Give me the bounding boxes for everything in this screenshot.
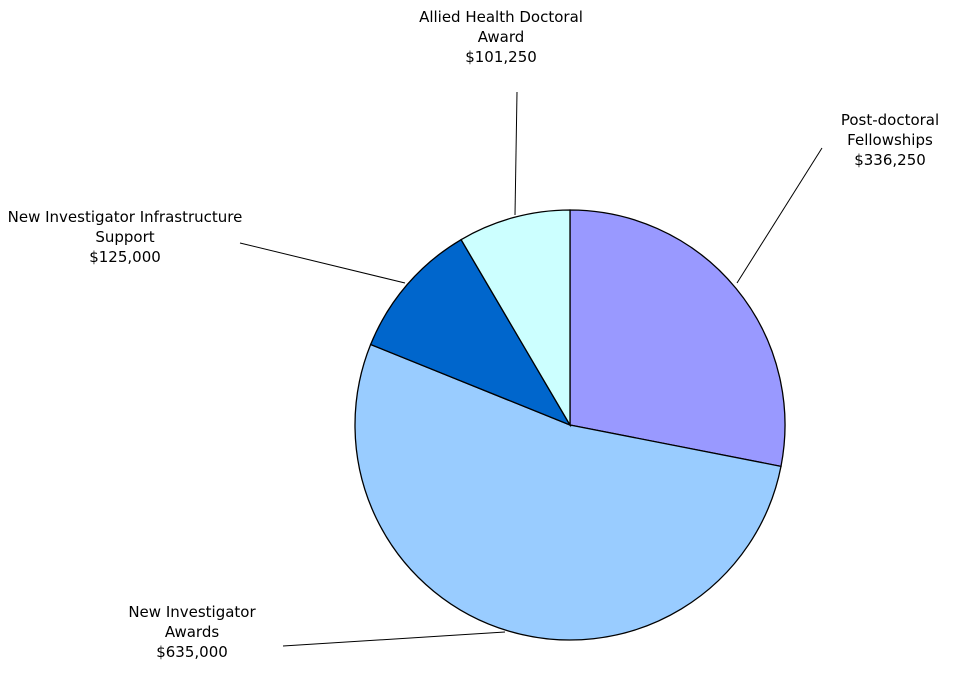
pie-slice	[460, 209, 571, 428]
slice-label: Allied Health Doctoral Award $101,250	[396, 7, 606, 67]
leader-line	[514, 91, 518, 216]
category-label: Allied Health Doctoral Award	[419, 8, 583, 46]
leader-line	[239, 242, 406, 284]
category-label: New Investigator Infrastructure Support	[7, 208, 243, 246]
leader-line	[736, 147, 823, 284]
value-label: $125,000	[89, 248, 161, 266]
value-label: $635,000	[156, 643, 228, 661]
slice-label: New Investigator Infrastructure Support $…	[5, 207, 245, 267]
category-label: New Investigator Awards	[128, 603, 256, 641]
pie-slice	[569, 209, 786, 468]
slice-label: New Investigator Awards $635,000	[102, 602, 282, 662]
slice-label: Post-doctoral Fellowships $336,250	[810, 110, 970, 170]
pie-slice	[354, 343, 782, 641]
pie-slice	[369, 238, 572, 427]
category-label: Post-doctoral Fellowships	[840, 111, 940, 149]
value-label: $101,250	[465, 48, 537, 66]
leader-line	[282, 631, 506, 647]
value-label: $336,250	[854, 151, 926, 169]
